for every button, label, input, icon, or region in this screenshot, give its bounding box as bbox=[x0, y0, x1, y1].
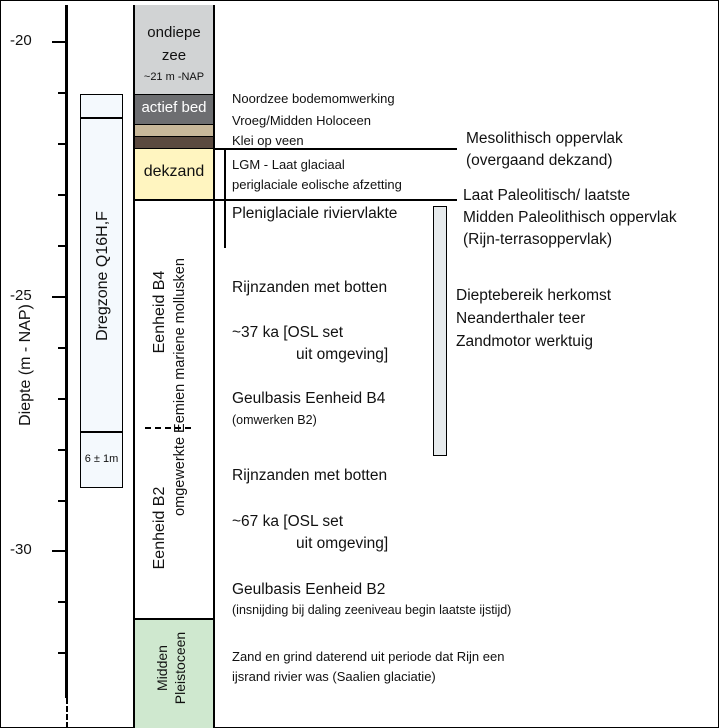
layer-peat-dark bbox=[133, 136, 215, 148]
annotation-lgm-1: LGM - Laat glaciaal bbox=[232, 157, 345, 172]
dredge-zone-bottom-line bbox=[81, 431, 122, 433]
annotation-base-b2-note: (insnijding bij daling zeeniveau begin l… bbox=[232, 603, 512, 617]
minor-tick bbox=[58, 92, 66, 94]
minor-tick bbox=[58, 347, 66, 349]
minor-tick bbox=[58, 194, 66, 196]
major-tick-minus-20 bbox=[52, 41, 66, 43]
tick-label-minus-30: -30 bbox=[10, 541, 32, 558]
annotation-osl-b2-2: uit omgeving] bbox=[296, 535, 389, 552]
dredge-zone-label: Dregzone Q16H,F bbox=[94, 211, 111, 341]
annotation-base-b4: Geulbasis Eenheid B4 bbox=[232, 390, 386, 407]
eemian-molluscs-label: omgewerkte Eemien mariene mollusken bbox=[172, 258, 188, 516]
annotation-osl-b2-1: ~67 ka [OSL set bbox=[232, 513, 344, 530]
annotation-range-3: Zandmotor werktuig bbox=[456, 333, 593, 350]
annotation-paleolithic-2: Midden Paleolithisch oppervlak bbox=[463, 209, 677, 226]
sea-depth-label: ~21 m -NAP bbox=[143, 71, 205, 83]
depth-axis-line bbox=[65, 5, 68, 698]
annotation-pleniglacial: Pleniglaciale riviervlakte bbox=[232, 205, 398, 222]
annotation-mesolithic-2: (overgaand dekzand) bbox=[466, 152, 613, 169]
b4-b2-boundary-dashed bbox=[145, 427, 191, 429]
major-tick-minus-25 bbox=[52, 296, 66, 298]
major-tick-minus-30 bbox=[52, 550, 66, 552]
annotation-range-1: Dieptebereik herkomst bbox=[456, 287, 612, 304]
tick-label-minus-25: -25 bbox=[10, 287, 32, 304]
dredge-zone-bar: Dregzone Q16H,F 6 ± 1m bbox=[80, 94, 123, 488]
unit-b2-label: Eenheid B2 bbox=[151, 486, 168, 570]
annotation-osl-b4-1: ~37 ka [OSL set bbox=[232, 324, 344, 341]
annotation-northsea-2: Vroeg/Midden Holoceen bbox=[232, 113, 371, 128]
annotation-northsea-1: Noordzee bodemomwerking bbox=[232, 91, 395, 106]
paleolithic-surface-line bbox=[215, 199, 457, 201]
annotation-clay: Klei op veen bbox=[232, 133, 304, 148]
annotation-paleolithic-1: Laat Paleolitisch/ laatste bbox=[463, 187, 631, 204]
sea-label-line2: zee bbox=[161, 47, 187, 64]
minor-tick bbox=[58, 143, 66, 145]
cover-sand-label: dekzand bbox=[143, 163, 205, 180]
layer-middle-pleistocene: Midden Pleistoceen bbox=[133, 620, 215, 728]
mesolithic-surface-line bbox=[215, 148, 457, 150]
annotation-osl-b4-2: uit omgeving] bbox=[296, 346, 389, 363]
annotation-range-2: Neanderthaler teer bbox=[456, 310, 586, 327]
minor-tick bbox=[58, 652, 66, 654]
dredge-zone-uncertainty: 6 ± 1m bbox=[84, 453, 119, 465]
layer-shallow-sea: ondiepe zee ~21 m -NAP bbox=[133, 5, 215, 94]
middle-pleistocene-label-1: Midden bbox=[154, 645, 170, 691]
dredge-zone-top-line bbox=[81, 117, 122, 119]
middle-pleistocene-label-2: Pleistoceen bbox=[172, 631, 188, 705]
annotation-rhine-sands-b4: Rijnzanden met botten bbox=[232, 279, 388, 296]
layer-unit-b4-b2: Eenheid B4 Eenheid B2 omgewerkte Eemien … bbox=[133, 199, 215, 620]
depth-range-bar bbox=[433, 206, 447, 456]
annotation-mesolithic-1: Mesolithisch oppervlak bbox=[466, 130, 623, 147]
sea-label-line1: ondiepe bbox=[147, 24, 201, 41]
minor-tick bbox=[58, 449, 66, 451]
layer-cover-sand: dekzand bbox=[133, 148, 215, 199]
annotation-paleolithic-3: (Rijn-terrasoppervlak) bbox=[463, 231, 613, 248]
minor-tick bbox=[58, 245, 66, 247]
annotation-vertical-bracket bbox=[224, 148, 226, 248]
annotation-lgm-2: periglaciale eolische afzetting bbox=[232, 177, 402, 192]
unit-b4-label: Eenheid B4 bbox=[151, 270, 168, 354]
active-bed-label: actief bed bbox=[141, 99, 207, 116]
layer-clay-light bbox=[133, 124, 215, 136]
minor-tick bbox=[58, 601, 66, 603]
annotation-saalian-2: ijsrand rivier was (Saalien glaciatie) bbox=[232, 669, 436, 684]
annotation-base-b2: Geulbasis Eenheid B2 bbox=[232, 581, 386, 598]
annotation-saalian-1: Zand en grind daterend uit periode dat R… bbox=[232, 649, 505, 664]
depth-axis-label: Diepte (m - NAP) bbox=[17, 304, 34, 426]
annotation-rhine-sands-b2: Rijnzanden met botten bbox=[232, 467, 388, 484]
layer-active-bed: actief bed bbox=[133, 94, 215, 124]
tick-label-minus-20: -20 bbox=[10, 32, 32, 49]
minor-tick bbox=[58, 500, 66, 502]
annotation-base-b4-note: (omwerken B2) bbox=[232, 413, 317, 427]
minor-tick bbox=[58, 398, 66, 400]
depth-axis-dashed-extension bbox=[66, 698, 68, 728]
